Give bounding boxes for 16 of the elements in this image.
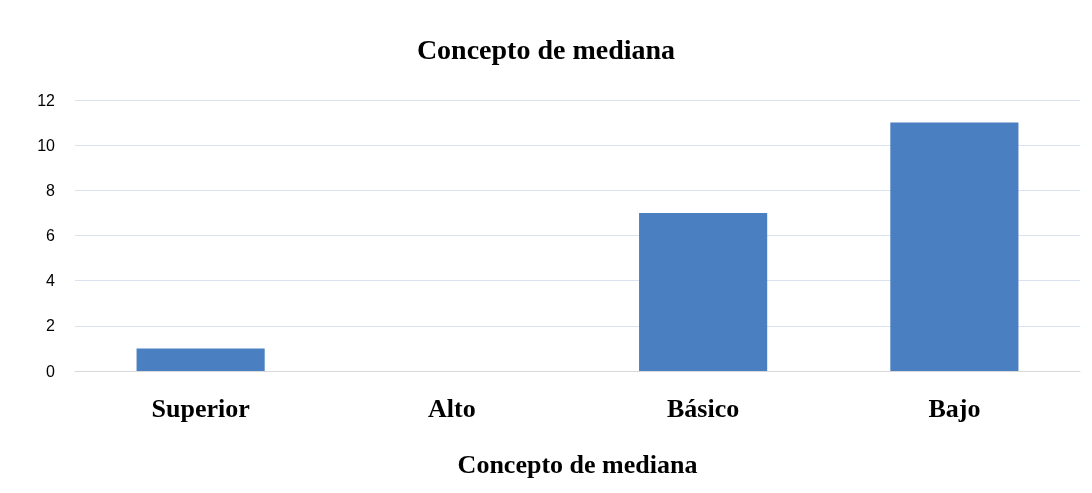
y-tick-label: 4 bbox=[46, 272, 56, 290]
y-tick-label: 6 bbox=[46, 227, 56, 244]
y-tick-label: 2 bbox=[46, 317, 56, 335]
y-tick-label: 10 bbox=[37, 136, 56, 154]
y-tick-label: 12 bbox=[37, 91, 56, 109]
x-tick-label: Bajo bbox=[928, 393, 981, 423]
x-tick-label: Básico bbox=[667, 393, 740, 423]
bar bbox=[136, 348, 265, 371]
x-tick-label: Alto bbox=[428, 393, 476, 423]
y-tick-label: 8 bbox=[46, 181, 56, 199]
bar bbox=[639, 212, 768, 371]
bar bbox=[890, 122, 1019, 371]
chart-title: Concepto de mediana bbox=[416, 33, 676, 65]
y-tick-label: 0 bbox=[46, 362, 56, 380]
x-axis-title: Concepto de mediana bbox=[457, 449, 698, 479]
x-tick-label: Superior bbox=[151, 393, 250, 423]
